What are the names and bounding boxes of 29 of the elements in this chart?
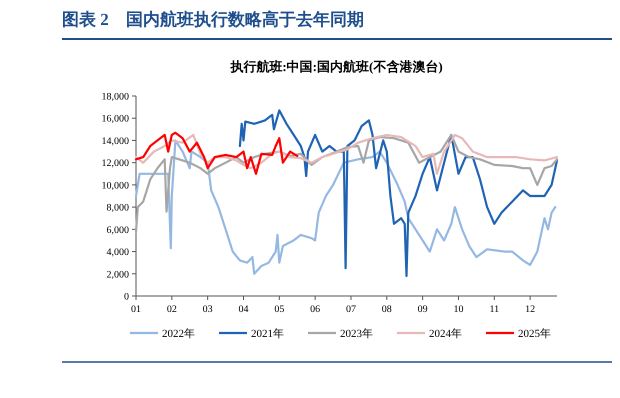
legend-label: 2025年 [518,328,551,340]
x-tick-label: 07 [346,304,356,315]
legend-label: 2023年 [340,328,373,340]
x-tick-label: 05 [274,304,284,315]
y-tick-label: 0 [124,292,129,302]
y-tick-label: 8,000 [106,202,129,214]
y-tick-label: 10,000 [102,180,129,192]
y-tick-label: 6,000 [106,224,129,236]
y-tick-label: 2,000 [106,269,129,280]
legend-label: 2021年 [251,328,284,340]
x-tick-label: 12 [525,304,536,315]
y-tick-label: 12,000 [102,158,129,170]
y-tick-label: 4,000 [106,247,129,258]
x-tick-label: 06 [310,304,320,315]
x-tick-label: 08 [382,304,392,315]
y-tick-label: 18,000 [102,92,129,102]
y-tick-label: 14,000 [102,136,129,147]
x-tick-label: 01 [131,304,141,315]
x-tick-label: 10 [453,304,464,315]
x-tick-label: 04 [238,304,248,315]
x-tick-label: 09 [418,304,428,315]
y-tick-label: 16,000 [102,114,129,125]
x-tick-label: 03 [202,304,213,315]
legend-label: 2024年 [429,328,462,340]
x-tick-label: 02 [166,304,177,315]
chart-subtitle: 执行航班:中国:国内航班(不含港澳台) [229,59,443,74]
legend-label: 2022年 [162,328,195,340]
chart-title: 图表 2 国内航班执行数略高于去年同期 [62,10,364,29]
x-tick-label: 11 [489,304,500,315]
